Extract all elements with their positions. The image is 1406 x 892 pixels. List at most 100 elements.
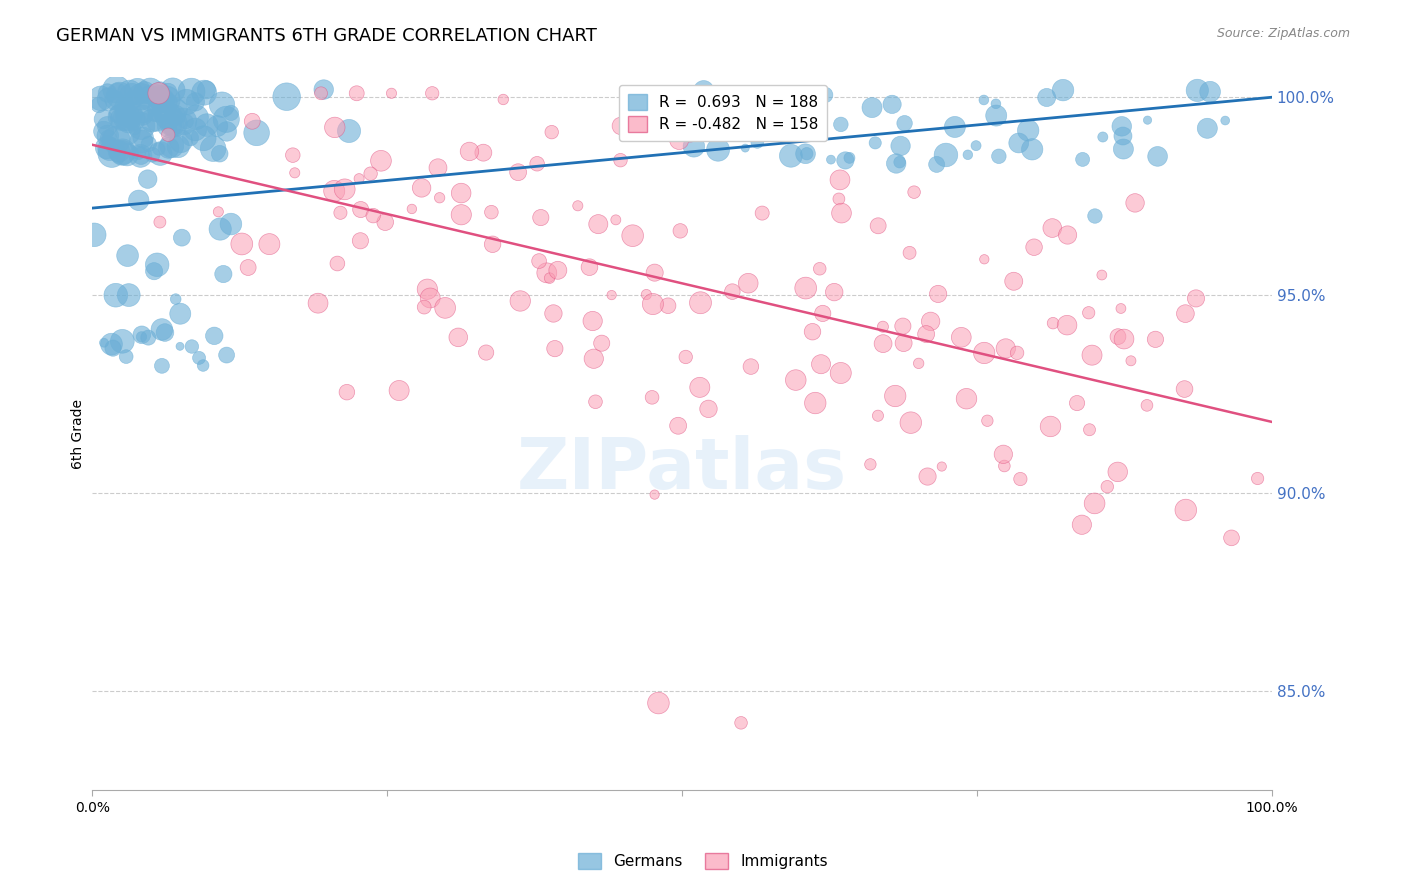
Point [582,351,605,366]
Point [323,120,346,135]
Point [219,106,242,120]
Point [231,237,253,252]
Point [419,291,441,305]
Point [582,314,605,328]
Point [567,199,589,213]
Legend: Germans, Immigrants: Germans, Immigrants [572,847,834,875]
Point [1220,531,1243,545]
Point [121,89,143,103]
Point [1017,123,1039,137]
Point [129,119,152,133]
Point [1035,90,1057,104]
Point [647,696,669,710]
Point [118,86,141,100]
Point [276,89,298,103]
Point [898,245,921,260]
Point [915,327,938,342]
Point [90,91,112,105]
Point [360,167,382,181]
Point [880,97,903,112]
Point [621,228,644,243]
Point [993,447,1015,461]
Point [111,145,134,159]
Point [167,139,190,153]
Point [657,299,679,313]
Point [811,306,834,320]
Point [450,186,472,200]
Point [157,128,180,142]
Point [115,147,138,161]
Point [838,151,860,165]
Point [143,108,166,122]
Point [142,148,165,162]
Point [1109,301,1132,316]
Point [169,339,191,353]
Point [814,87,837,102]
Point [380,87,402,101]
Point [103,93,125,107]
Point [644,487,666,501]
Point [195,118,218,132]
Point [193,131,215,145]
Point [83,227,105,242]
Point [644,266,666,280]
Point [146,258,169,272]
Point [110,110,132,124]
Point [530,211,553,225]
Point [105,82,128,96]
Point [307,296,329,310]
Point [138,136,160,151]
Point [804,396,827,410]
Point [101,341,124,355]
Point [508,165,530,179]
Point [668,133,690,147]
Point [136,330,159,344]
Point [751,206,773,220]
Point [215,112,238,127]
Point [820,153,842,167]
Point [780,149,803,163]
Point [1246,471,1268,485]
Point [1039,419,1062,434]
Point [150,93,173,107]
Point [131,330,153,344]
Point [1213,113,1236,128]
Point [1107,465,1129,479]
Point [118,107,141,121]
Point [884,389,907,403]
Point [149,215,172,229]
Point [87,98,110,112]
Point [128,194,150,208]
Point [1174,503,1197,517]
Point [747,135,769,149]
Point [96,120,118,134]
Point [609,153,631,168]
Point [1112,142,1135,156]
Point [872,319,894,334]
Point [401,202,423,216]
Point [207,204,229,219]
Point [134,86,156,100]
Point [891,319,914,334]
Point [834,153,856,168]
Point [1084,209,1107,223]
Point [794,281,817,295]
Point [350,202,373,217]
Point [830,366,852,380]
Point [1173,382,1195,396]
Point [108,145,131,159]
Point [1042,316,1064,330]
Point [107,84,129,98]
Point [93,112,115,127]
Point [215,124,238,138]
Point [246,126,269,140]
Point [337,124,360,138]
Point [591,336,613,351]
Point [281,148,304,162]
Point [636,287,658,301]
Point [143,84,166,98]
Point [184,111,207,125]
Point [737,277,759,291]
Point [578,260,600,275]
Point [105,133,128,147]
